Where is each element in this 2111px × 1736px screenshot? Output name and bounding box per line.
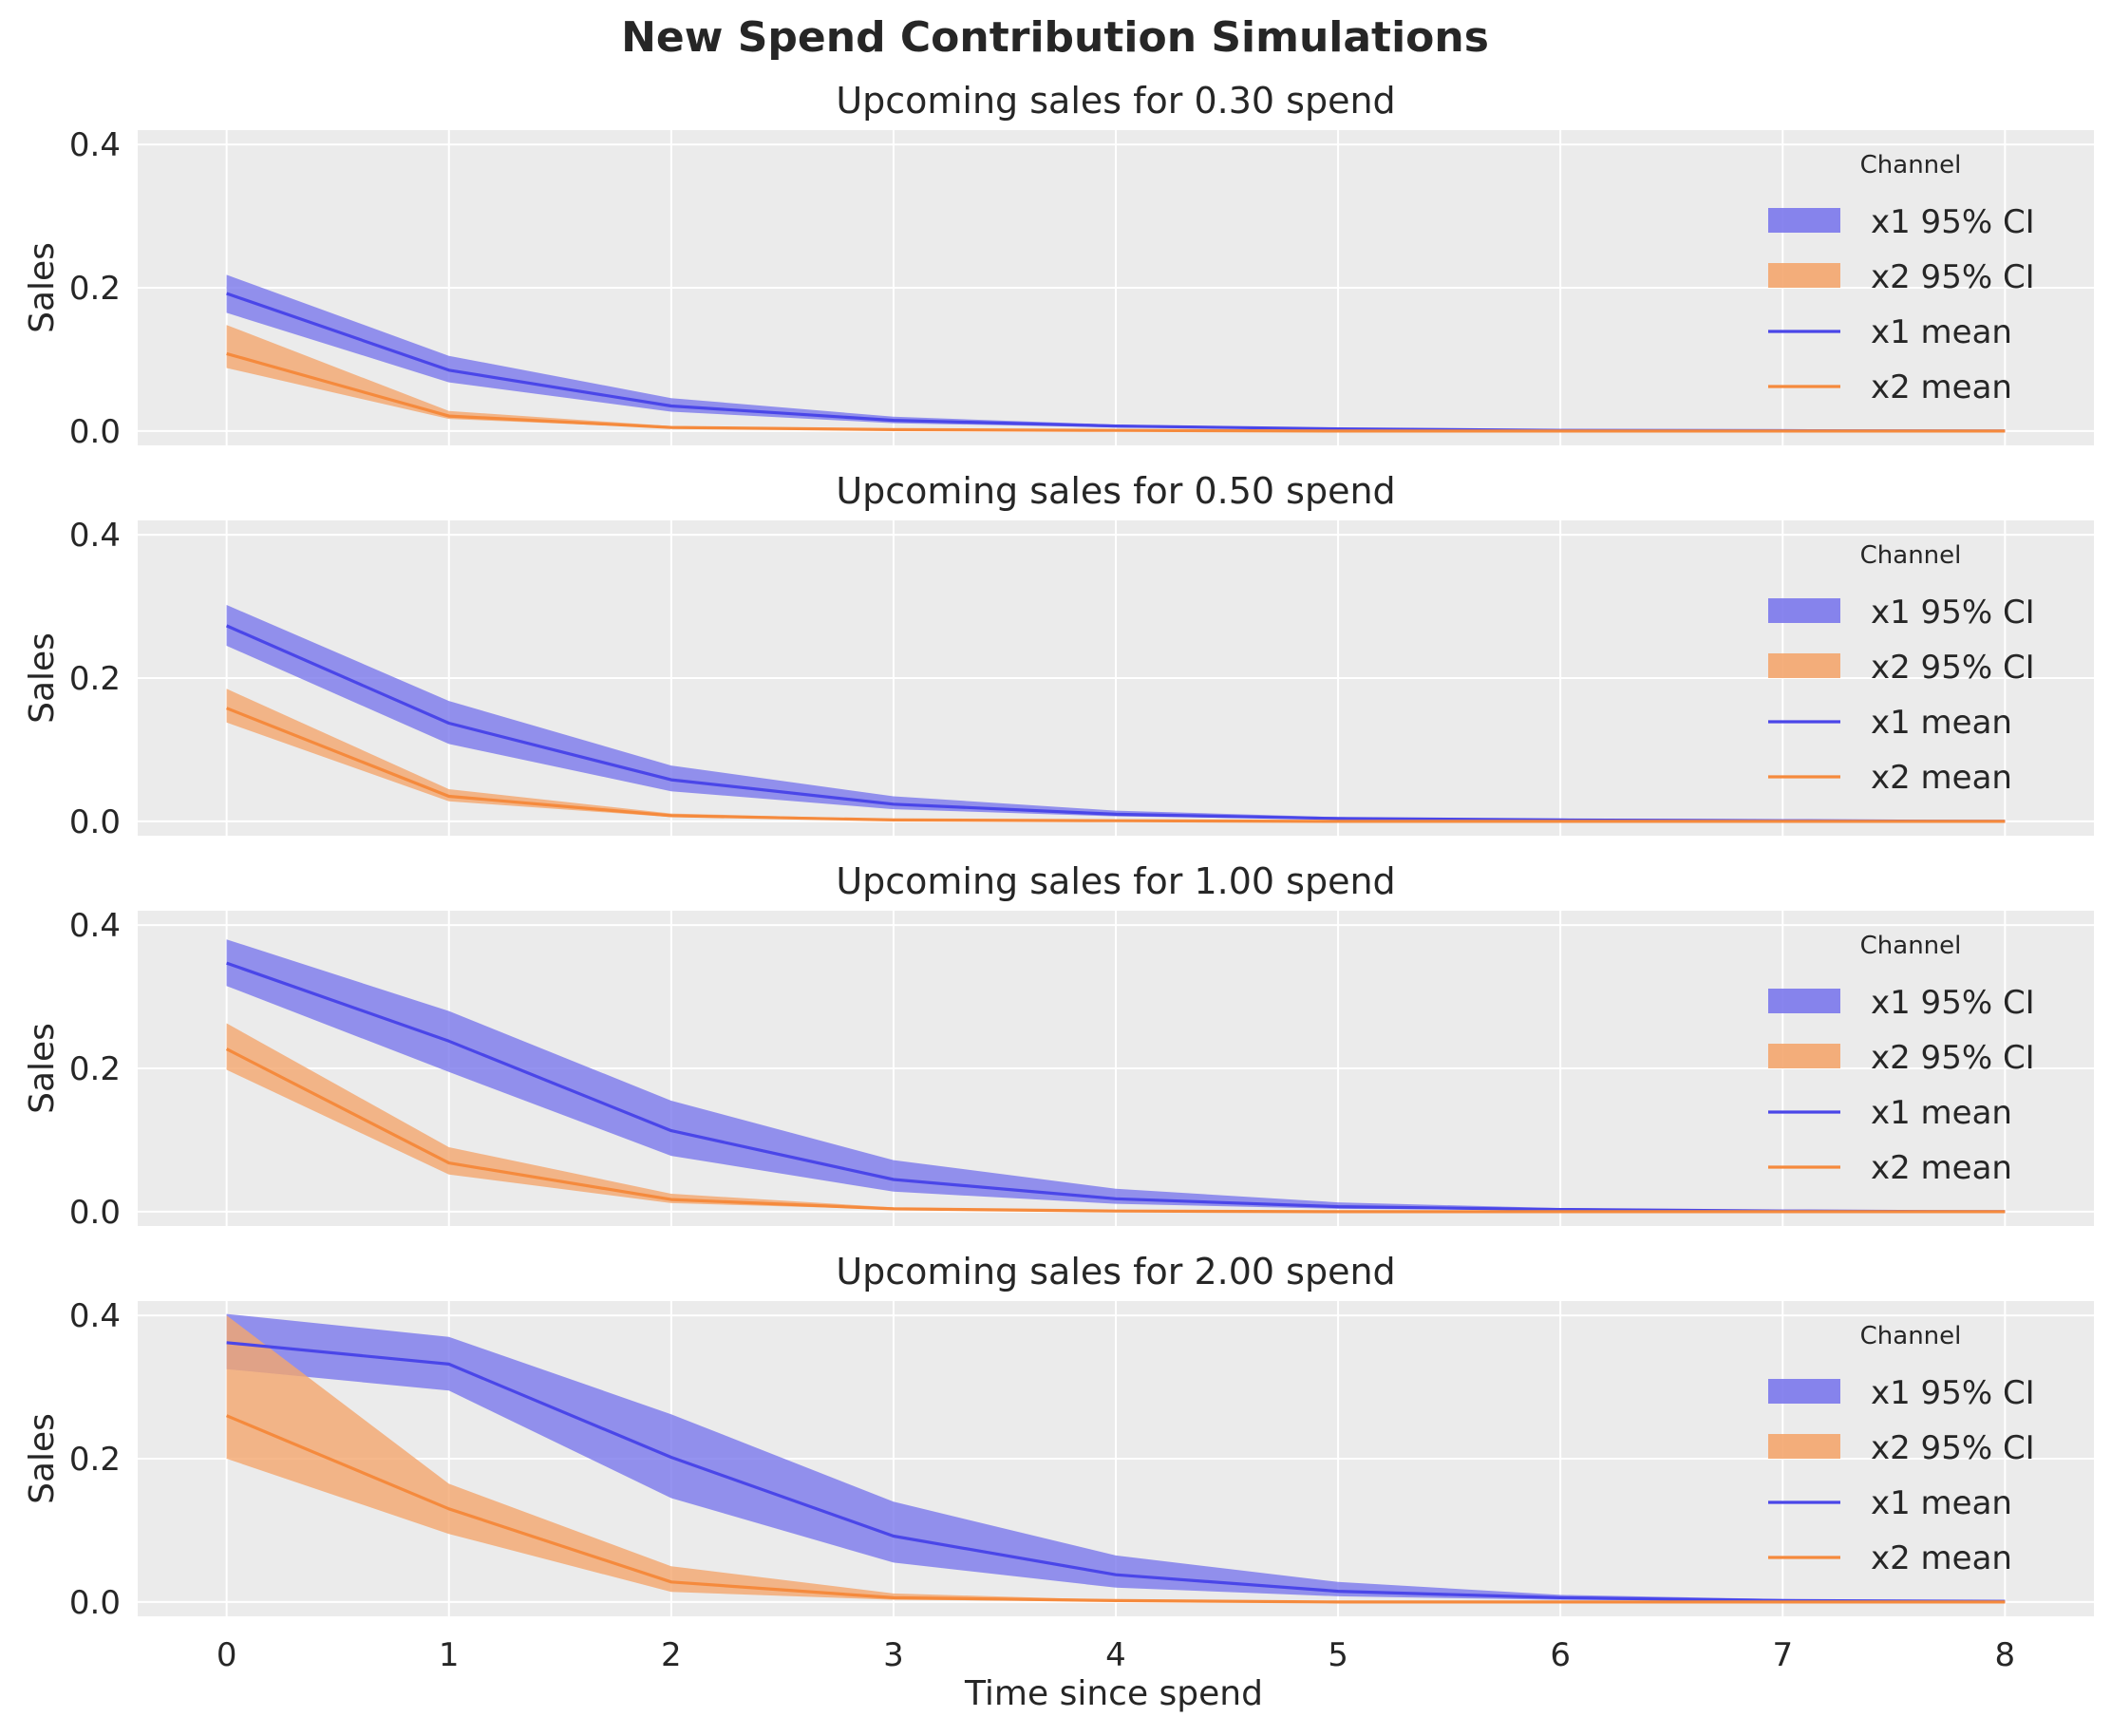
y-tick-label: 0.4 bbox=[69, 907, 121, 945]
panel-2: Upcoming sales for 1.00 spend 0.0 0.2 0.4 Sa… bbox=[23, 860, 2094, 1232]
legend-swatch bbox=[1768, 1044, 1840, 1068]
x1-mean-line bbox=[226, 1341, 2006, 1603]
legend-entry: x1 mean bbox=[1871, 704, 2012, 742]
y-tick-label: 0.0 bbox=[69, 1584, 121, 1622]
y-axis-label: Sales bbox=[23, 242, 62, 333]
y-tick-label: 0.2 bbox=[69, 1441, 121, 1479]
legend-swatch bbox=[1768, 208, 1840, 233]
y-tick-label: 0.4 bbox=[69, 126, 121, 164]
x2-mean-line bbox=[225, 1414, 2006, 1604]
legend-swatch bbox=[1768, 989, 1840, 1013]
legend-entry: x2 mean bbox=[1871, 759, 2012, 797]
legend-entry: x2 mean bbox=[1871, 1149, 2012, 1187]
x-tick-label: 1 bbox=[439, 1636, 460, 1674]
x-tick-label: 6 bbox=[1550, 1636, 1571, 1674]
panel-1: Upcoming sales for 0.50 spend 0.0 0.2 0.4 Sa… bbox=[23, 470, 2094, 841]
x-axis-label: Time since spend bbox=[964, 1674, 1263, 1713]
legend-entry: x2 mean bbox=[1871, 1539, 2012, 1577]
x-tick-label: 4 bbox=[1105, 1636, 1126, 1674]
y-tick-label: 0.4 bbox=[69, 517, 121, 555]
x-tick-label: 0 bbox=[217, 1636, 237, 1674]
legend-title: Channel bbox=[1860, 151, 1962, 179]
panels: Upcoming sales for 0.30 spend 0.0 0.2 0.4 Sa… bbox=[23, 80, 2094, 1674]
panel-3: Upcoming sales for 2.00 spend 0.0 0.2 0.4 Sa… bbox=[23, 1251, 2094, 1674]
x-tick-label: 2 bbox=[661, 1636, 682, 1674]
panel-title: Upcoming sales for 2.00 spend bbox=[836, 1251, 1395, 1293]
x2-mean-line bbox=[226, 351, 2006, 433]
legend-entry: x2 95% CI bbox=[1871, 1429, 2035, 1467]
y-tick-label: 0.0 bbox=[69, 803, 121, 841]
panel-title: Upcoming sales for 0.50 spend bbox=[836, 470, 1395, 512]
legend-entry: x2 mean bbox=[1871, 368, 2012, 406]
x2-mean-line bbox=[225, 1047, 2006, 1214]
legend-entry: x2 95% CI bbox=[1871, 1039, 2035, 1077]
legend-swatch bbox=[1768, 263, 1840, 288]
y-tick-label: 0.2 bbox=[69, 270, 121, 308]
legend-entry: x1 mean bbox=[1871, 1484, 2012, 1522]
legend-entry: x1 mean bbox=[1871, 1094, 2012, 1132]
legend: Channel x1 95% CI x2 95% CI x1 mean x2 mean bbox=[1768, 151, 2035, 406]
legend: Channel x1 95% CI x2 95% CI x1 mean x2 mean bbox=[1768, 1322, 2035, 1577]
legend-title: Channel bbox=[1860, 1322, 1962, 1350]
x2-mean-line bbox=[226, 707, 2006, 823]
x-tick-label: 7 bbox=[1772, 1636, 1793, 1674]
y-tick-label: 0.2 bbox=[69, 660, 121, 698]
panel-0: Upcoming sales for 0.30 spend 0.0 0.2 0.4 Sa… bbox=[23, 80, 2094, 451]
x-tick-label: 5 bbox=[1328, 1636, 1348, 1674]
legend: Channel x1 95% CI x2 95% CI x1 mean x2 mean bbox=[1768, 541, 2035, 797]
x-tick-label: 8 bbox=[1995, 1636, 2016, 1674]
legend-swatch bbox=[1768, 1434, 1840, 1459]
y-axis-label: Sales bbox=[23, 1413, 62, 1504]
y-axis-label: Sales bbox=[23, 632, 62, 724]
panel-title: Upcoming sales for 0.30 spend bbox=[836, 80, 1395, 122]
x-tick-label: 3 bbox=[883, 1636, 904, 1674]
x1-ci-band bbox=[226, 939, 2006, 1212]
legend-entry: x2 95% CI bbox=[1871, 258, 2035, 296]
legend-title: Channel bbox=[1860, 541, 1962, 570]
legend-swatch bbox=[1768, 1379, 1840, 1404]
y-tick-label: 0.4 bbox=[69, 1297, 121, 1335]
legend-entry: x1 95% CI bbox=[1871, 1374, 2035, 1412]
legend-entry: x2 95% CI bbox=[1871, 649, 2035, 687]
figure-title: New Spend Contribution Simulations bbox=[621, 13, 1489, 62]
legend-swatch bbox=[1768, 598, 1840, 623]
legend-swatch bbox=[1768, 653, 1840, 678]
legend-entry: x1 mean bbox=[1871, 313, 2012, 351]
y-tick-label: 0.2 bbox=[69, 1050, 121, 1088]
y-axis-label: Sales bbox=[23, 1023, 62, 1114]
legend: Channel x1 95% CI x2 95% CI x1 mean x2 mean bbox=[1768, 932, 2035, 1187]
legend-entry: x1 95% CI bbox=[1871, 984, 2035, 1022]
y-tick-label: 0.0 bbox=[69, 1194, 121, 1232]
x1-ci-band bbox=[226, 1313, 2006, 1602]
legend-entry: x1 95% CI bbox=[1871, 203, 2035, 241]
y-tick-label: 0.0 bbox=[69, 413, 121, 451]
legend-entry: x1 95% CI bbox=[1871, 594, 2035, 632]
legend-title: Channel bbox=[1860, 932, 1962, 960]
x1-ci-band bbox=[226, 605, 2006, 821]
panel-title: Upcoming sales for 1.00 spend bbox=[836, 860, 1395, 902]
